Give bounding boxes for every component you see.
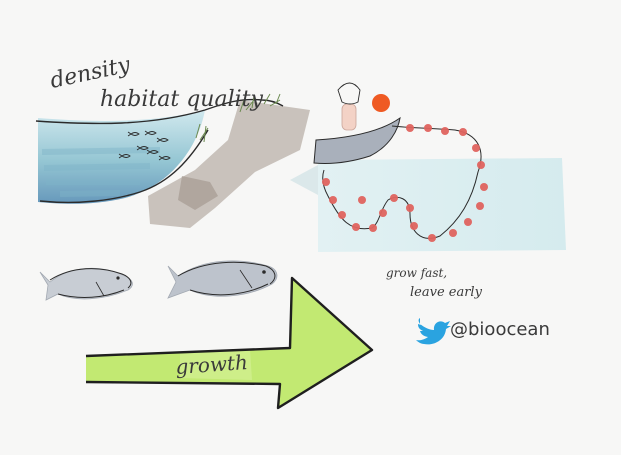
rock-shadow	[178, 176, 218, 210]
twitter-bird-icon	[416, 318, 451, 345]
pool-arrow-shadow	[290, 165, 318, 195]
fisher-head	[337, 82, 361, 105]
buoy	[372, 94, 390, 112]
shoreline-habitat	[35, 93, 310, 228]
small-fish-school	[118, 130, 171, 161]
water-streaks	[41, 147, 161, 197]
fishing-pool	[318, 158, 566, 252]
net-floats	[322, 124, 488, 242]
grow-fast-label: grow fast,	[386, 266, 447, 280]
growth-label: growth	[175, 350, 249, 379]
leave-early-label: leave early	[410, 285, 483, 300]
twitter-handle[interactable]: @bioocean	[450, 319, 550, 340]
large-fish	[167, 260, 278, 299]
habitat-quality-label: habitat quality	[100, 87, 263, 112]
growth-arrow	[85, 276, 374, 410]
boat-hull	[313, 116, 401, 164]
shore-line	[35, 98, 284, 125]
bottom-line	[39, 129, 209, 204]
fishing-scene	[290, 82, 566, 252]
fisher-body	[341, 103, 357, 131]
water-body	[38, 110, 205, 204]
small-fish	[39, 267, 133, 301]
seagrass	[195, 93, 281, 143]
